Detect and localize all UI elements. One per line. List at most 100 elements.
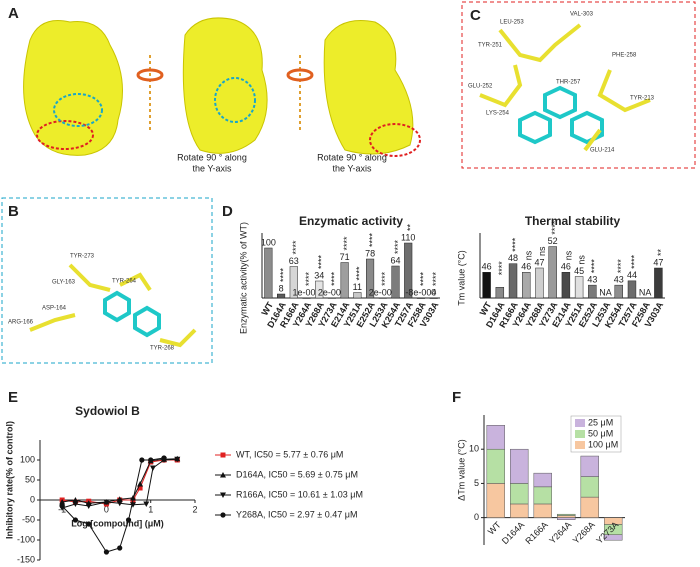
significance: **** bbox=[317, 254, 327, 269]
value-label: 45 bbox=[574, 266, 584, 276]
residue-label: THR-257 bbox=[556, 80, 581, 86]
marker bbox=[174, 456, 181, 463]
marker bbox=[85, 503, 92, 509]
residue-stick bbox=[159, 328, 197, 348]
significance: ns bbox=[563, 250, 573, 260]
residue-label: GLU-252 bbox=[468, 84, 493, 90]
marker bbox=[116, 496, 123, 502]
residue-label: TYR-268 bbox=[150, 346, 175, 352]
marker bbox=[59, 499, 66, 505]
marker bbox=[137, 485, 143, 491]
chart-title: Enzymatic activity bbox=[299, 214, 403, 228]
residue-stick bbox=[597, 69, 651, 113]
panel-letter: A bbox=[8, 5, 19, 22]
panel-letter: C bbox=[470, 7, 481, 24]
value-label: 110 bbox=[401, 232, 415, 242]
ligand-ring bbox=[518, 110, 552, 145]
legend-marker bbox=[220, 492, 226, 498]
bar-segment bbox=[533, 486, 552, 505]
series-line bbox=[62, 458, 178, 504]
x-tick-label: Y268A bbox=[571, 520, 597, 546]
residue-label: TYR-251 bbox=[478, 43, 503, 49]
significance: ** bbox=[656, 248, 666, 256]
significance: **** bbox=[590, 259, 600, 274]
marker bbox=[161, 455, 167, 461]
value-label: 48 bbox=[508, 253, 518, 263]
residue-label: LYS-254 bbox=[486, 111, 510, 117]
y-axis-label: Tm value (°C) bbox=[456, 250, 466, 306]
bar bbox=[561, 272, 571, 299]
residue-label: PHE-258 bbox=[612, 53, 637, 59]
bar bbox=[508, 263, 518, 299]
ligand-ring bbox=[133, 305, 161, 338]
value-label: 71 bbox=[340, 252, 350, 262]
legend-label: Y268A, IC50 = 2.97 ± 0.47 μM bbox=[236, 509, 357, 519]
y-tick-label: 50 bbox=[25, 474, 35, 484]
bar bbox=[289, 266, 298, 299]
bar bbox=[495, 287, 505, 299]
significance: **** bbox=[550, 220, 560, 235]
value-label: 43 bbox=[614, 275, 624, 285]
surface bbox=[182, 17, 268, 154]
marker bbox=[103, 549, 110, 555]
site-ring bbox=[36, 120, 94, 150]
value-label: NA bbox=[639, 287, 652, 297]
surface bbox=[23, 20, 123, 156]
bar bbox=[535, 267, 544, 299]
chart-title: Sydowiol B bbox=[75, 404, 140, 418]
marker bbox=[130, 502, 136, 508]
bar-segment bbox=[557, 517, 576, 520]
legend-label: 25 μM bbox=[588, 417, 613, 427]
y-tick-label: -100 bbox=[17, 534, 35, 544]
bar-segment bbox=[604, 534, 623, 541]
caption: Rotate 90 ° along bbox=[177, 152, 247, 162]
bar bbox=[353, 292, 362, 299]
panel-letter: D bbox=[222, 203, 233, 220]
legend-swatch bbox=[575, 430, 585, 438]
bar bbox=[327, 297, 336, 299]
value-label: 2e-001 bbox=[369, 287, 397, 297]
value-label: 46 bbox=[482, 262, 492, 272]
bar-segment bbox=[580, 476, 599, 498]
significance: **** bbox=[497, 261, 507, 276]
bar bbox=[264, 247, 273, 299]
bar bbox=[302, 297, 311, 299]
marker bbox=[72, 497, 79, 503]
significance: ** bbox=[406, 223, 416, 231]
bar-segment bbox=[486, 425, 505, 450]
bar bbox=[627, 280, 637, 299]
bar bbox=[522, 272, 531, 299]
value-label: 52 bbox=[548, 236, 558, 246]
chart-title: Thermal stability bbox=[525, 214, 621, 228]
marker bbox=[149, 465, 156, 471]
bar-segment bbox=[486, 483, 505, 518]
ligand-ring bbox=[103, 290, 131, 323]
bar bbox=[315, 280, 324, 299]
y-tick-label: 10 bbox=[469, 444, 479, 454]
marker bbox=[148, 457, 154, 463]
significance: **** bbox=[278, 267, 288, 282]
rotate-arrow bbox=[286, 68, 314, 82]
significance: **** bbox=[342, 236, 352, 251]
marker bbox=[125, 517, 132, 523]
x-tick-label: D164A bbox=[500, 520, 527, 547]
bar bbox=[340, 262, 349, 299]
bar-segment bbox=[510, 503, 529, 518]
legend-swatch bbox=[575, 441, 585, 449]
residue-stick bbox=[29, 313, 76, 332]
bar-segment bbox=[580, 455, 599, 477]
y-tick-label: 0 bbox=[474, 512, 479, 522]
significance: **** bbox=[510, 237, 520, 252]
value-label: 1e-001 bbox=[292, 287, 320, 297]
y-tick-label: 5 bbox=[474, 478, 479, 488]
y-axis-label: Enzymatic activity(% of WT) bbox=[238, 222, 248, 334]
bar bbox=[277, 293, 286, 299]
residue-label: VAL-303 bbox=[570, 12, 594, 18]
site-ring bbox=[369, 123, 421, 157]
value-label: 44 bbox=[627, 270, 637, 280]
marker bbox=[59, 503, 65, 509]
marker bbox=[116, 500, 123, 507]
residue-label: TYR-264 bbox=[112, 279, 137, 285]
marker bbox=[139, 457, 145, 463]
